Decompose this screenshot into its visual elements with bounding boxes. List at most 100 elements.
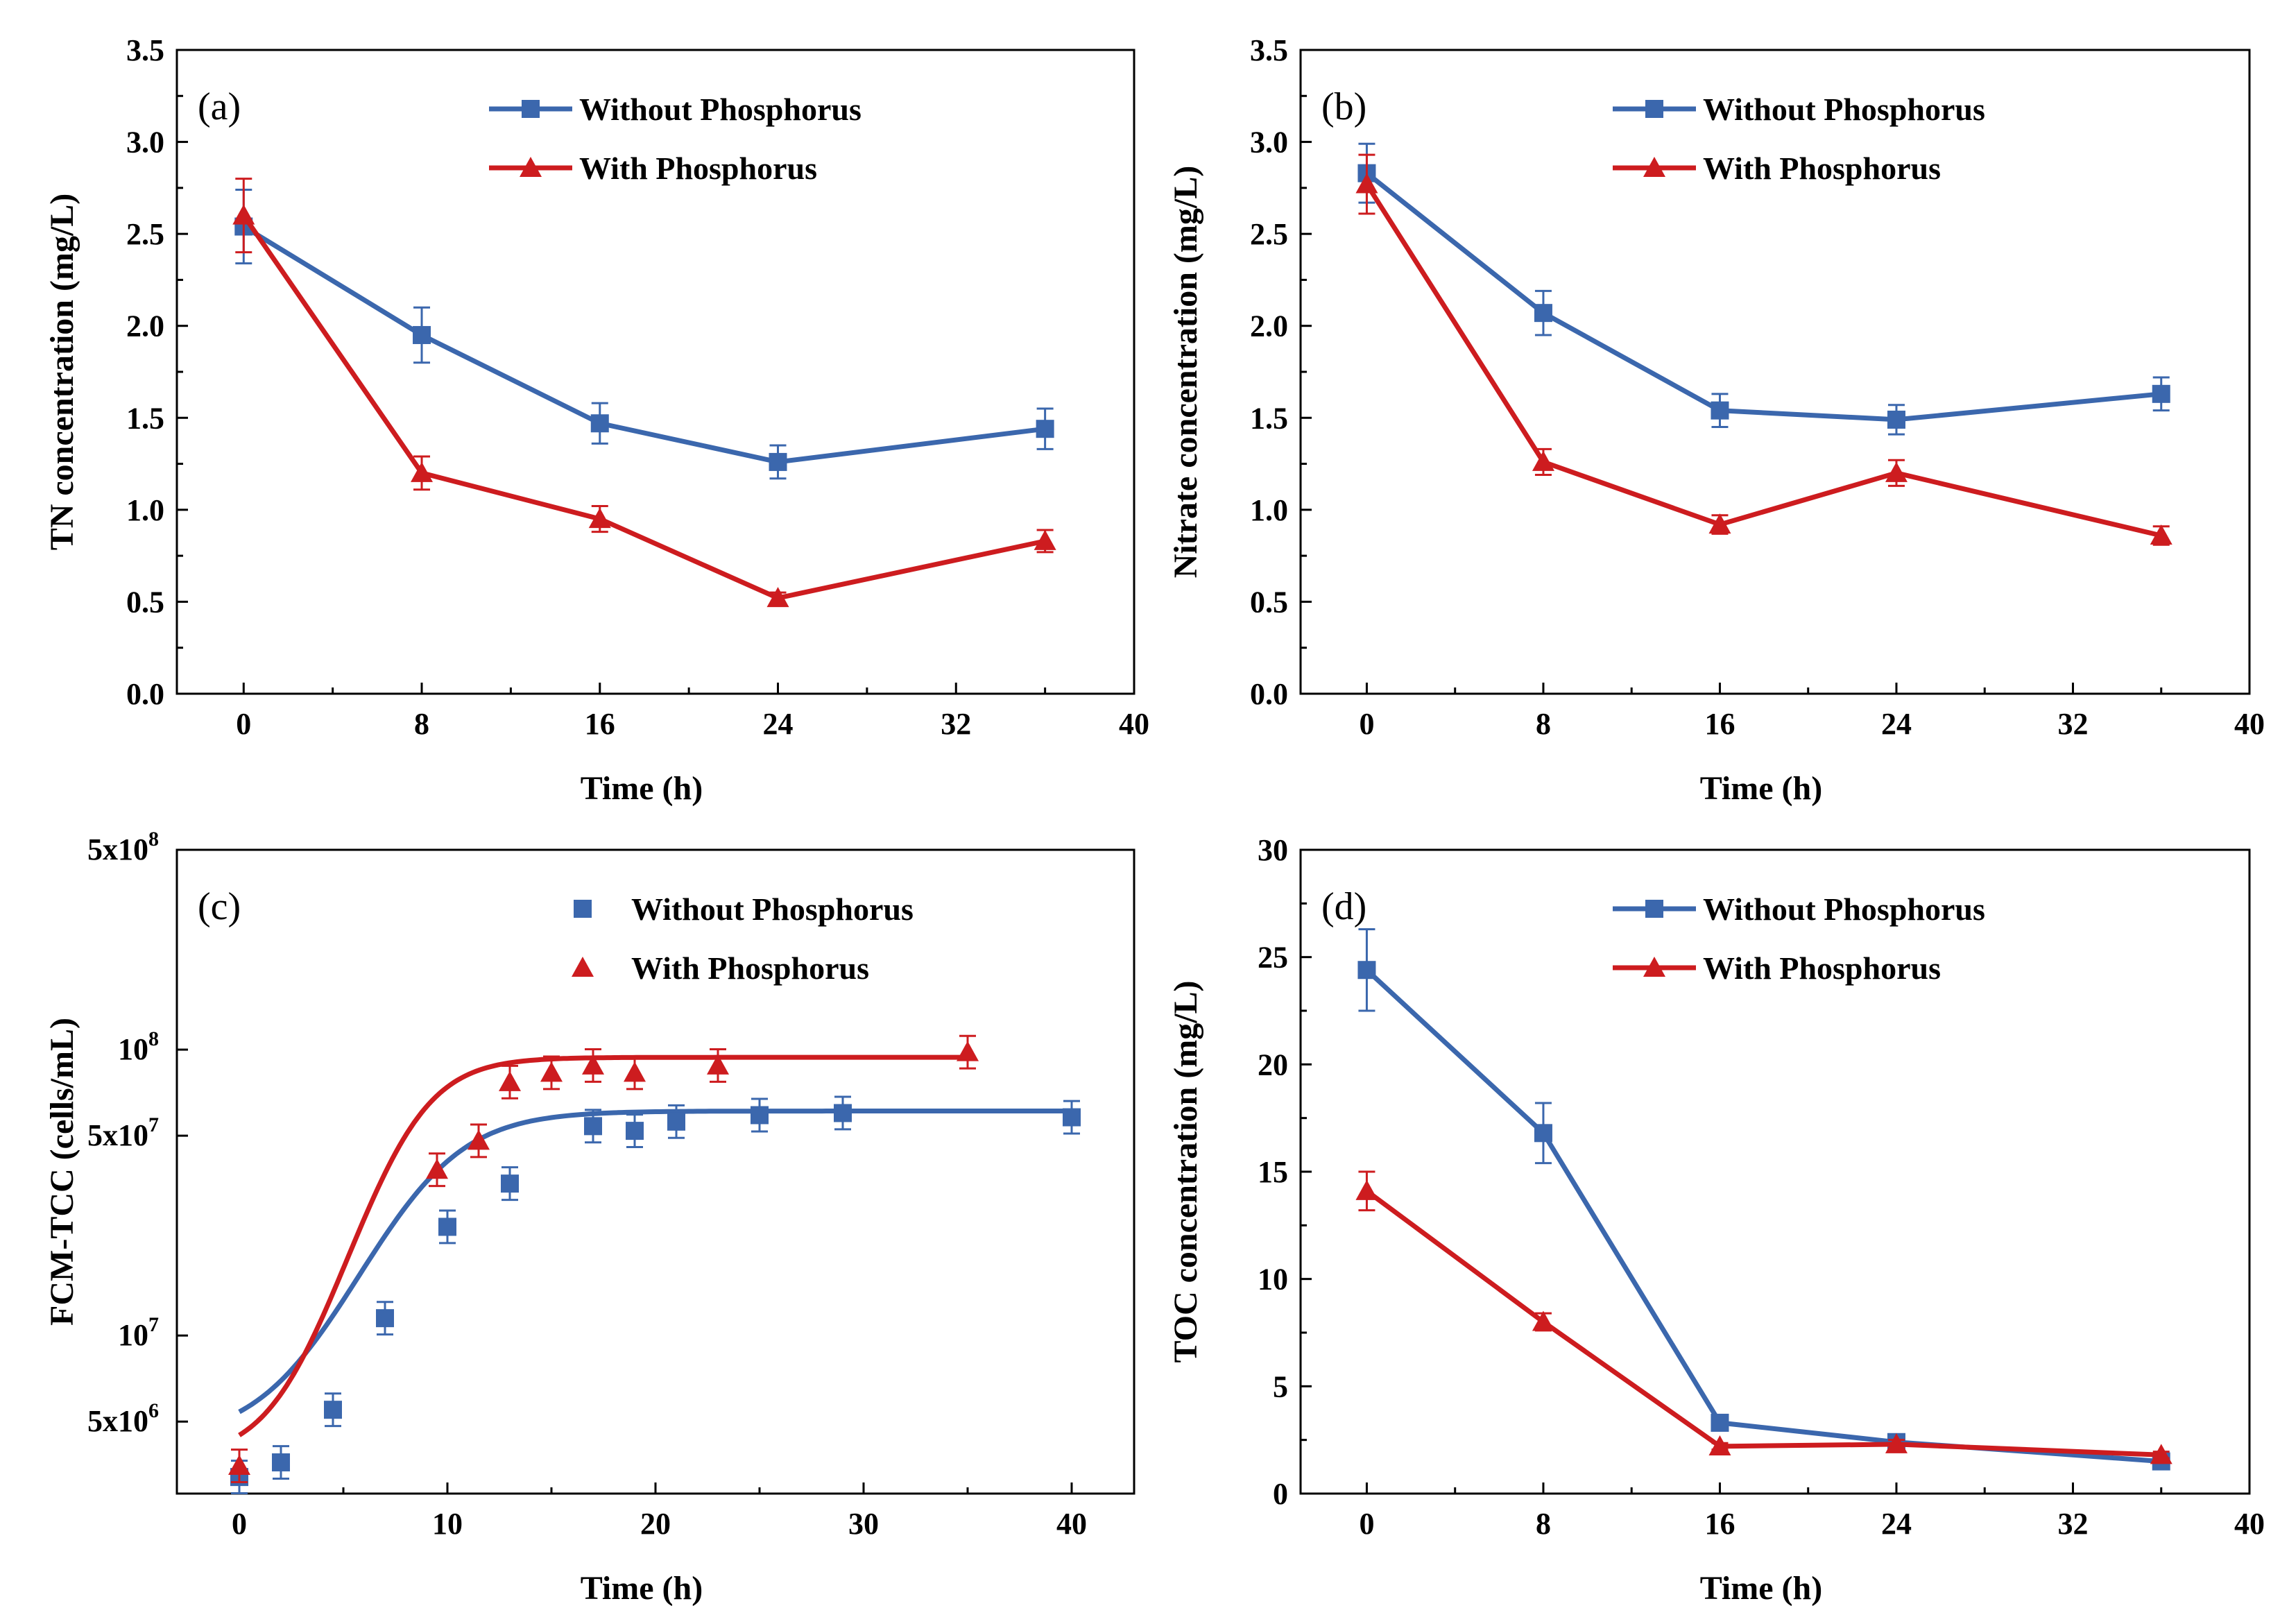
y-tick-label: 1.5	[126, 401, 164, 435]
data-point	[1708, 1435, 1731, 1455]
chart-panel-1: 0 8 16 24 32 40 0.0 0.5 1.0 1.5 2.0 2.5 3.0 3.5 Time (…	[44, 33, 1149, 807]
chart-panel-2: 0 8 16 24 32 40 0.0 0.5 1.0 1.5 2.0 2.5 3.0 3.5 Time (…	[1167, 33, 2265, 807]
data-point	[707, 1054, 729, 1075]
x-tick-label: 8	[1536, 1507, 1551, 1541]
x-tick-label: 8	[1536, 707, 1551, 741]
data-point	[1534, 304, 1552, 323]
series-line	[241, 214, 1046, 601]
data-point	[501, 1174, 519, 1193]
y-tick-label: 2.0	[126, 309, 164, 343]
legend-label: Without Phosphorus	[1703, 891, 1985, 927]
y-tick-label: 2.0	[1250, 309, 1288, 343]
data-point	[232, 204, 255, 225]
series-line	[1365, 1188, 2161, 1458]
y-tick-exponent: 7	[148, 1113, 159, 1136]
y-axis-label: TN concentration (mg/L)	[44, 194, 80, 551]
x-tick-label: 0	[236, 707, 251, 741]
y-tick-base: 10	[118, 1032, 148, 1066]
x-tick-label: 16	[1704, 707, 1735, 741]
y-tick-label: 2.5	[126, 217, 164, 251]
series-with-phosphorus: With Phosphorus	[1355, 950, 2172, 1464]
x-axis-label: Time (h)	[1700, 1570, 1822, 1607]
data-point	[272, 1453, 290, 1472]
x-tick-label: 40	[2234, 1507, 2265, 1541]
data-point	[1034, 529, 1056, 550]
y-tick-label: 1.5	[1250, 401, 1288, 435]
x-tick-label: 0	[1359, 1507, 1374, 1541]
legend-label: With Phosphorus	[631, 950, 869, 986]
y-tick-label: 30	[1258, 833, 1288, 867]
y-tick-label: 3.0	[126, 126, 164, 160]
legend-marker	[1645, 900, 1663, 918]
y-tick-exponent: 7	[148, 1313, 159, 1336]
y-tick-label: 3.0	[1250, 126, 1288, 160]
legend-marker	[1643, 157, 1665, 177]
data-point	[766, 587, 789, 608]
series-without-phosphorus: Without Phosphorus	[230, 891, 1081, 1495]
y-tick-label: 5	[1273, 1369, 1288, 1403]
data-point	[957, 1041, 979, 1061]
x-tick-label: 40	[1119, 707, 1149, 741]
y-axis-label: FCM-TCC (cells/mL)	[44, 1018, 80, 1326]
data-point	[438, 1217, 456, 1236]
panel-label: (b)	[1321, 85, 1366, 128]
y-tick-label: 3.5	[1250, 33, 1288, 67]
y-tick-label: 107	[118, 1313, 159, 1352]
y-tick-label: 1.0	[126, 493, 164, 527]
data-point	[1355, 173, 1378, 194]
series-without-phosphorus: Without Phosphorus	[1357, 92, 2170, 436]
data-point	[426, 1159, 448, 1179]
data-point	[1885, 1433, 1908, 1453]
x-tick-label: 0	[1359, 707, 1374, 741]
data-point	[228, 1455, 250, 1476]
data-point	[1036, 420, 1054, 438]
y-tick-label: 108	[118, 1027, 159, 1066]
legend-marker	[1645, 100, 1663, 118]
series-with-phosphorus: With Phosphorus	[228, 950, 979, 1484]
data-point	[411, 461, 434, 482]
y-tick-exponent: 6	[148, 1399, 159, 1422]
data-point	[1063, 1108, 1081, 1127]
y-tick-label: 0.0	[126, 677, 164, 711]
x-tick-label: 10	[432, 1507, 463, 1541]
data-point	[499, 1070, 521, 1091]
data-point	[2152, 384, 2170, 403]
fit-curve	[238, 1109, 1072, 1414]
y-axis-label: TOC concentration (mg/L)	[1167, 980, 1204, 1362]
legend-label: Without Phosphorus	[631, 891, 914, 927]
x-tick-label: 40	[1056, 1507, 1087, 1541]
y-tick-base: 5x10	[87, 832, 148, 866]
x-axis-label: Time (h)	[581, 1570, 703, 1607]
x-axis-label: Time (h)	[581, 770, 703, 807]
y-tick-label: 10	[1258, 1263, 1288, 1297]
series-line	[1365, 968, 2161, 1464]
legend-marker	[1643, 957, 1665, 977]
x-axis-label: Time (h)	[1700, 770, 1822, 807]
series-line	[242, 224, 1046, 465]
panel-label: (c)	[198, 885, 241, 928]
x-tick-label: 32	[2057, 707, 2088, 741]
y-tick-label: 5x108	[87, 828, 159, 866]
series-line	[1365, 171, 2162, 422]
data-point	[468, 1129, 490, 1150]
data-point	[834, 1104, 852, 1122]
x-tick-label: 32	[941, 707, 971, 741]
y-tick-label: 0	[1273, 1477, 1288, 1511]
data-point	[582, 1054, 604, 1075]
data-point	[751, 1106, 769, 1125]
plot-frame	[175, 49, 1135, 695]
y-tick-label: 0.5	[126, 585, 164, 619]
data-point	[1711, 401, 1729, 420]
data-point	[1885, 461, 1908, 482]
data-point	[376, 1309, 394, 1328]
y-tick-label: 1.0	[1250, 493, 1288, 527]
x-tick-label: 40	[2234, 707, 2265, 741]
x-tick-label: 16	[585, 707, 615, 741]
y-tick-label: 0.0	[1250, 677, 1288, 711]
y-tick-label: 3.5	[126, 33, 164, 67]
legend-marker	[522, 100, 540, 118]
y-tick-exponent: 8	[148, 828, 159, 851]
data-point	[2150, 524, 2172, 545]
plot-frame	[1299, 848, 2251, 1495]
x-tick-label: 32	[2057, 1507, 2088, 1541]
